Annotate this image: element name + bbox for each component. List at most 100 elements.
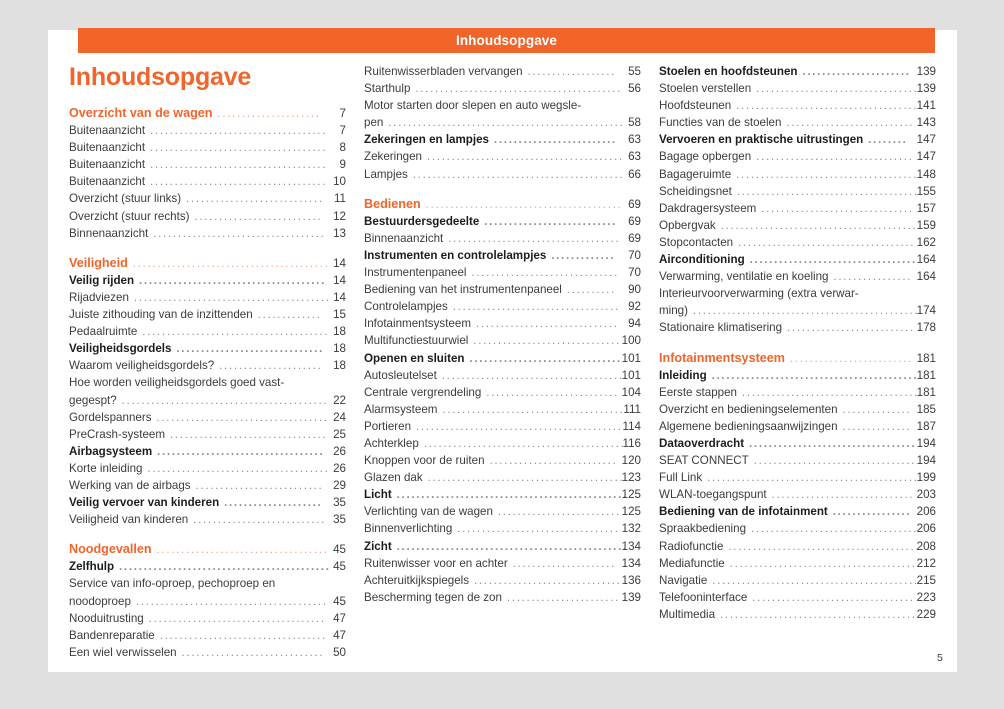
- toc-entry[interactable]: Alarmsysteem ...........................…: [364, 401, 641, 418]
- toc-entry[interactable]: Veiligheid .............................…: [69, 255, 346, 272]
- toc-entry[interactable]: Eerste stappen .........................…: [659, 384, 936, 401]
- toc-entry[interactable]: Verwarming, ventilatie en koeling ......…: [659, 268, 936, 285]
- toc-entry[interactable]: Buitenaanzicht .........................…: [69, 122, 346, 139]
- toc-entry[interactable]: Opbergvak ..............................…: [659, 217, 936, 234]
- toc-entry[interactable]: Korte inleiding ........................…: [69, 460, 346, 477]
- toc-entry[interactable]: gegespt? ...............................…: [69, 392, 346, 409]
- toc-entry[interactable]: Motor starten door slepen en auto wegsle…: [364, 97, 641, 114]
- toc-entry[interactable]: Interieurvoorverwarming (extra verwar-: [659, 285, 936, 302]
- toc-entry[interactable]: Telefooninterface ......................…: [659, 589, 936, 606]
- toc-entry[interactable]: Overzicht van de wagen .................…: [69, 105, 346, 122]
- toc-entry[interactable]: Radiofunctie ...........................…: [659, 538, 936, 555]
- toc-entry[interactable]: Licht ..................................…: [364, 486, 641, 503]
- toc-entry[interactable]: Veilig rijden ..........................…: [69, 272, 346, 289]
- toc-entry[interactable]: Hoofdsteunen ...........................…: [659, 97, 936, 114]
- toc-entry[interactable]: Overzicht en bedieningselementen .......…: [659, 401, 936, 418]
- toc-entry[interactable]: SEAT CONNECT ...........................…: [659, 452, 936, 469]
- toc-entry[interactable]: Bagageruimte ...........................…: [659, 166, 936, 183]
- toc-entry[interactable]: Overzicht (stuur rechts) ...............…: [69, 208, 346, 225]
- toc-entry[interactable]: Zelfhulp ...............................…: [69, 558, 346, 575]
- toc-entry[interactable]: Achteruitkijkspiegels ..................…: [364, 572, 641, 589]
- toc-entry[interactable]: Bedienen ...............................…: [364, 196, 641, 213]
- toc-entry[interactable]: Algemene bedieningsaanwijzingen ........…: [659, 418, 936, 435]
- toc-entry[interactable]: Zekeringen .............................…: [364, 148, 641, 165]
- toc-entry[interactable]: Veiligheid van kinderen ................…: [69, 511, 346, 528]
- toc-entry[interactable]: Ruitenwisserbladen vervangen ...........…: [364, 63, 641, 80]
- toc-entry[interactable]: Autosleutelset .........................…: [364, 367, 641, 384]
- toc-entry[interactable]: Mediafunctie ...........................…: [659, 555, 936, 572]
- toc-entry[interactable]: Dakdragersysteem .......................…: [659, 200, 936, 217]
- toc-entry[interactable]: Portieren ..............................…: [364, 418, 641, 435]
- toc-entry[interactable]: Buitenaanzicht .........................…: [69, 156, 346, 173]
- toc-entry[interactable]: Buitenaanzicht .........................…: [69, 139, 346, 156]
- toc-entry[interactable]: Bandenreparatie ........................…: [69, 627, 346, 644]
- toc-entry[interactable]: Centrale vergrendeling .................…: [364, 384, 641, 401]
- toc-entry[interactable]: Veiligheidsgordels .....................…: [69, 340, 346, 357]
- toc-entry[interactable]: Zicht ..................................…: [364, 538, 641, 555]
- toc-entry-label: Overzicht en bedieningselementen: [659, 402, 838, 416]
- toc-entry[interactable]: noodoproep .............................…: [69, 593, 346, 610]
- toc-entry[interactable]: Binnenverlichting ......................…: [364, 520, 641, 537]
- toc-entry[interactable]: Stationaire klimatisering ..............…: [659, 319, 936, 336]
- toc-entry[interactable]: Navigatie ..............................…: [659, 572, 936, 589]
- toc-entry[interactable]: Infotainmentsysteem ....................…: [364, 315, 641, 332]
- toc-entry[interactable]: Controlelampjes ........................…: [364, 298, 641, 315]
- toc-entry[interactable]: Functies van de stoelen ................…: [659, 114, 936, 131]
- toc-entry[interactable]: Multimedia .............................…: [659, 606, 936, 623]
- toc-entry[interactable]: WLAN-toegangspunt ......................…: [659, 486, 936, 503]
- toc-entry-page: 63: [628, 133, 641, 147]
- toc-entry[interactable]: ming) ..................................…: [659, 302, 936, 319]
- toc-entry[interactable]: Rijadviezen ............................…: [69, 289, 346, 306]
- toc-entry[interactable]: Hoe worden veiligheidsgordels goed vast-: [69, 374, 346, 391]
- toc-entry[interactable]: Een wiel verwisselen ...................…: [69, 644, 346, 661]
- toc-entry[interactable]: Stopcontacten ..........................…: [659, 234, 936, 251]
- toc-entry[interactable]: Verlichting van de wagen ...............…: [364, 503, 641, 520]
- toc-entry[interactable]: Achterklep .............................…: [364, 435, 641, 452]
- toc-entry[interactable]: Bescherming tegen de zon ...............…: [364, 589, 641, 606]
- toc-entry[interactable]: Juiste zithouding van de inzittenden ...…: [69, 306, 346, 323]
- toc-entry[interactable]: Binnenaanzicht .........................…: [364, 230, 641, 247]
- toc-entry[interactable]: Ruitenwisser voor en achter ............…: [364, 555, 641, 572]
- toc-entry[interactable]: Glazen dak .............................…: [364, 469, 641, 486]
- toc-entry[interactable]: Werking van de airbags .................…: [69, 477, 346, 494]
- toc-entry[interactable]: Bediening van het instrumentenpaneel ...…: [364, 281, 641, 298]
- toc-entry[interactable]: Pedaalruimte ...........................…: [69, 323, 346, 340]
- toc-entry[interactable]: Openen en sluiten ......................…: [364, 350, 641, 367]
- toc-entry[interactable]: Scheidingsnet ..........................…: [659, 183, 936, 200]
- toc-entry[interactable]: Zekeringen en lampjes ..................…: [364, 131, 641, 148]
- toc-entry[interactable]: pen ....................................…: [364, 114, 641, 131]
- toc-entry[interactable]: Lampjes ................................…: [364, 166, 641, 183]
- toc-entry[interactable]: Noodgevallen ...........................…: [69, 541, 346, 558]
- toc-entry[interactable]: Veilig vervoer van kinderen ............…: [69, 494, 346, 511]
- toc-leader-dots: ........................................…: [114, 560, 331, 574]
- toc-entry-label: Buitenaanzicht: [69, 124, 146, 138]
- toc-entry[interactable]: PreCrash-systeem .......................…: [69, 426, 346, 443]
- toc-entry[interactable]: Overzicht (stuur links) ................…: [69, 190, 346, 207]
- toc-entry[interactable]: Vervoeren en praktische uitrustingen ...…: [659, 131, 936, 148]
- toc-entry[interactable]: Airbagsysteem ..........................…: [69, 443, 346, 460]
- toc-entry[interactable]: Multifunctiestuurwiel ..................…: [364, 332, 641, 349]
- toc-entry[interactable]: Instrumenten en controlelampjes ........…: [364, 247, 641, 264]
- toc-entry[interactable]: Bediening van de infotainment ..........…: [659, 503, 936, 520]
- toc-entry[interactable]: Gordelspanners .........................…: [69, 409, 346, 426]
- toc-entry[interactable]: Service van info-oproep, pechoproep en: [69, 575, 346, 592]
- toc-entry[interactable]: Bestuurdersgedeelte ....................…: [364, 213, 641, 230]
- toc-entry[interactable]: Spraakbediening ........................…: [659, 520, 936, 537]
- toc-entry[interactable]: Nooduitrusting .........................…: [69, 610, 346, 627]
- toc-entry[interactable]: Stoelen en hoofdsteunen ................…: [659, 63, 936, 80]
- toc-entry[interactable]: Stoelen verstellen .....................…: [659, 80, 936, 97]
- toc-entry[interactable]: Knoppen voor de ruiten .................…: [364, 452, 641, 469]
- toc-entry[interactable]: Waarom veiligheidsgordels? .............…: [69, 357, 346, 374]
- toc-entry[interactable]: Airconditioning ........................…: [659, 251, 936, 268]
- toc-entry[interactable]: Dataoverdracht .........................…: [659, 435, 936, 452]
- toc-entry[interactable]: Binnenaanzicht .........................…: [69, 225, 346, 242]
- toc-entry[interactable]: Inleiding ..............................…: [659, 367, 936, 384]
- toc-entry[interactable]: Bagage opbergen ........................…: [659, 148, 936, 165]
- toc-entry[interactable]: Starthulp ..............................…: [364, 80, 641, 97]
- toc-entry[interactable]: Buitenaanzicht .........................…: [69, 173, 346, 190]
- toc-entry[interactable]: Infotainmentsysteem ....................…: [659, 350, 936, 367]
- toc-entry[interactable]: Full Link ..............................…: [659, 469, 936, 486]
- toc-entry-page: 10: [333, 175, 346, 189]
- toc-entry[interactable]: Instrumentenpaneel .....................…: [364, 264, 641, 281]
- toc-entry-page: 148: [916, 167, 936, 181]
